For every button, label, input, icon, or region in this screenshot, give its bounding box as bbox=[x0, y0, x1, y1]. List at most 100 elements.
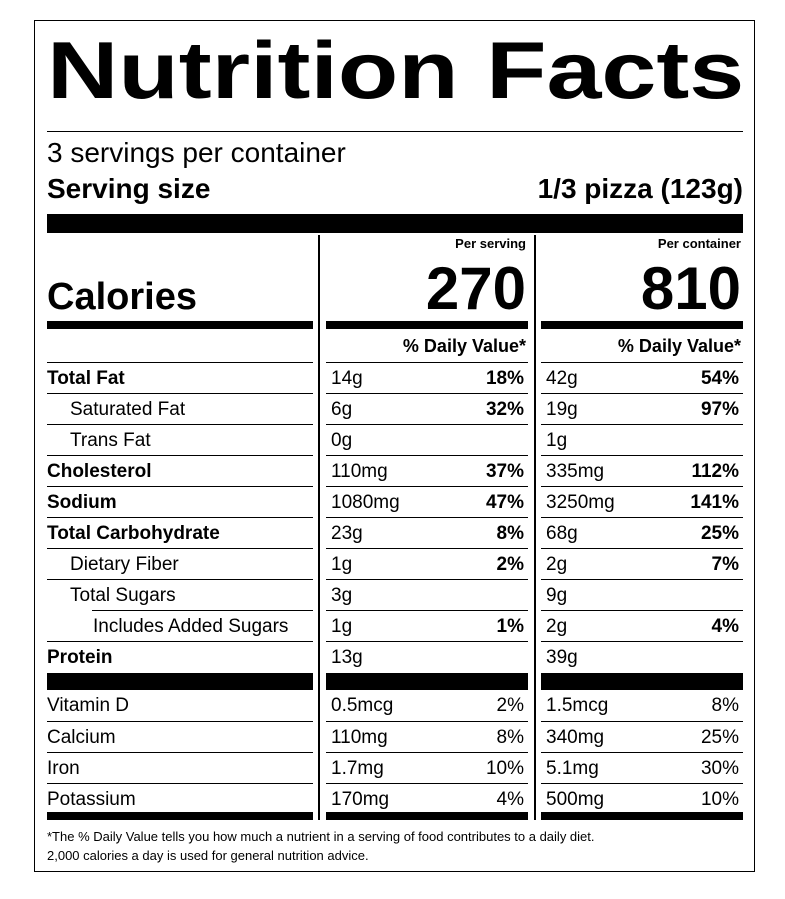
amount: 1g bbox=[331, 616, 353, 637]
nutrient-values: 19g 97% bbox=[541, 393, 743, 424]
nutrient-values: 1.5mcg 8% bbox=[541, 690, 743, 721]
thick-bar bbox=[47, 812, 313, 820]
column-divider bbox=[318, 235, 320, 820]
amount: 340mg bbox=[546, 727, 605, 748]
nutrient-values: 5.1mg 30% bbox=[541, 752, 743, 783]
nutrient-name: Sodium bbox=[47, 486, 313, 517]
thick-bar bbox=[47, 214, 743, 233]
daily-value: 8% bbox=[496, 523, 524, 544]
amount: 68g bbox=[546, 523, 578, 544]
nutrient-values: 14g 18% bbox=[326, 362, 528, 393]
nutrient-values: 6g 32% bbox=[326, 393, 528, 424]
nutrient-name: Potassium bbox=[47, 783, 313, 814]
nutrient-values: 68g 25% bbox=[541, 517, 743, 548]
amount: 1g bbox=[546, 430, 568, 451]
nutrient-row: Saturated Fat 6g 32% 19g 97% bbox=[0, 393, 785, 424]
nutrient-values: 1g 1% bbox=[326, 610, 528, 641]
daily-value: 112% bbox=[691, 461, 739, 482]
thick-bar bbox=[326, 812, 528, 820]
nutrient-row: Vitamin D 0.5mcg 2% 1.5mcg 8% bbox=[0, 690, 785, 721]
nutrient-values: 3250mg 141% bbox=[541, 486, 743, 517]
label-border bbox=[34, 20, 755, 872]
amount: 1.5mcg bbox=[546, 695, 609, 716]
nutrient-values: 335mg 112% bbox=[541, 455, 743, 486]
nutrient-row: Total Sugars 3g 9g bbox=[0, 579, 785, 610]
nutrient-values: 110mg 37% bbox=[326, 455, 528, 486]
nutrient-row: Trans Fat 0g 1g bbox=[0, 424, 785, 455]
amount: 3250mg bbox=[546, 492, 615, 513]
amount: 9g bbox=[546, 585, 568, 606]
nutrient-name: Vitamin D bbox=[47, 695, 130, 716]
amount: 13g bbox=[331, 647, 363, 668]
amount: 500mg bbox=[546, 789, 605, 810]
calories-label: Calories bbox=[47, 276, 197, 318]
amount: 1.7mg bbox=[331, 758, 384, 779]
daily-value: 2% bbox=[496, 695, 524, 716]
amount: 6g bbox=[331, 399, 353, 420]
thick-bar bbox=[541, 321, 743, 329]
amount: 1g bbox=[331, 554, 353, 575]
nutrient-name: Dietary Fiber bbox=[47, 548, 313, 579]
servings-per-container: 3 servings per container bbox=[47, 137, 346, 168]
nutrient-row: Calcium 110mg 8% 340mg 25% bbox=[0, 721, 785, 752]
nutrient-name: Cholesterol bbox=[47, 455, 313, 486]
amount: 39g bbox=[546, 647, 578, 668]
divider bbox=[47, 131, 743, 132]
amount: 19g bbox=[546, 399, 578, 420]
amount: 110mg bbox=[331, 461, 388, 482]
nutrient-row: Iron 1.7mg 10% 5.1mg 30% bbox=[0, 752, 785, 783]
thick-bar bbox=[541, 812, 743, 820]
daily-value: 4% bbox=[496, 789, 524, 810]
nutrient-values: 2g 4% bbox=[541, 610, 743, 641]
amount: 3g bbox=[331, 585, 353, 606]
daily-value: 32% bbox=[485, 399, 524, 420]
footnote-line: 2,000 calories a day is used for general… bbox=[47, 848, 369, 863]
thick-bar bbox=[326, 673, 528, 690]
nutrient-row: Total Carbohydrate 23g 8% 68g 25% bbox=[0, 517, 785, 548]
nutrient-values: 42g 54% bbox=[541, 362, 743, 393]
daily-value: 7% bbox=[711, 554, 739, 575]
daily-value: 4% bbox=[711, 616, 739, 637]
nutrient-row: Protein 13g 39g bbox=[0, 641, 785, 672]
amount: 1080mg bbox=[331, 492, 400, 513]
serving-size-value: 1/3 pizza (123g) bbox=[537, 173, 743, 204]
column-divider bbox=[534, 235, 536, 820]
daily-value: 10% bbox=[485, 758, 524, 779]
amount: 42g bbox=[546, 368, 578, 389]
daily-value: 97% bbox=[700, 399, 739, 420]
nutrient-row: Total Fat 14g 18% 42g 54% bbox=[0, 362, 785, 393]
nutrient-values: 39g bbox=[541, 641, 743, 672]
amount: 2g bbox=[546, 616, 568, 637]
daily-value-header: % Daily Value* bbox=[402, 336, 526, 356]
column-header: Per container bbox=[657, 236, 741, 251]
nutrient-values: 0.5mcg 2% bbox=[326, 690, 528, 721]
nutrient-name: Includes Added Sugars bbox=[92, 610, 313, 641]
daily-value: 10% bbox=[700, 789, 739, 810]
daily-value: 25% bbox=[700, 523, 739, 544]
footnote: *The % Daily Value tells you how much a … bbox=[47, 827, 595, 865]
daily-value: 54% bbox=[700, 368, 739, 389]
thick-bar bbox=[541, 673, 743, 690]
amount: 170mg bbox=[331, 789, 390, 810]
amount: 335mg bbox=[546, 461, 605, 482]
column-header: Per serving bbox=[455, 236, 526, 251]
footnote-line: *The % Daily Value tells you how much a … bbox=[47, 829, 595, 844]
thick-bar bbox=[47, 673, 313, 690]
thick-bar bbox=[47, 321, 313, 329]
nutrient-values: 1080mg 47% bbox=[326, 486, 528, 517]
nutrient-row: Cholesterol 110mg 37% 335mg 112% bbox=[0, 455, 785, 486]
nutrient-values: 1.7mg 10% bbox=[326, 752, 528, 783]
calories-value: 270 bbox=[425, 255, 526, 322]
thick-bar bbox=[326, 321, 528, 329]
nutrient-values: 110mg 8% bbox=[326, 721, 528, 752]
daily-value: 2% bbox=[496, 554, 524, 575]
nutrient-values: 1g 2% bbox=[326, 548, 528, 579]
nutrient-values: 23g 8% bbox=[326, 517, 528, 548]
serving-size-row: Serving size 1/3 pizza (123g) bbox=[47, 172, 743, 206]
nutrient-name: Iron bbox=[47, 752, 313, 783]
daily-value: 25% bbox=[700, 727, 739, 748]
nutrient-name: Protein bbox=[47, 641, 313, 672]
daily-value: 18% bbox=[485, 368, 524, 389]
nutrient-values: 500mg 10% bbox=[541, 783, 743, 814]
